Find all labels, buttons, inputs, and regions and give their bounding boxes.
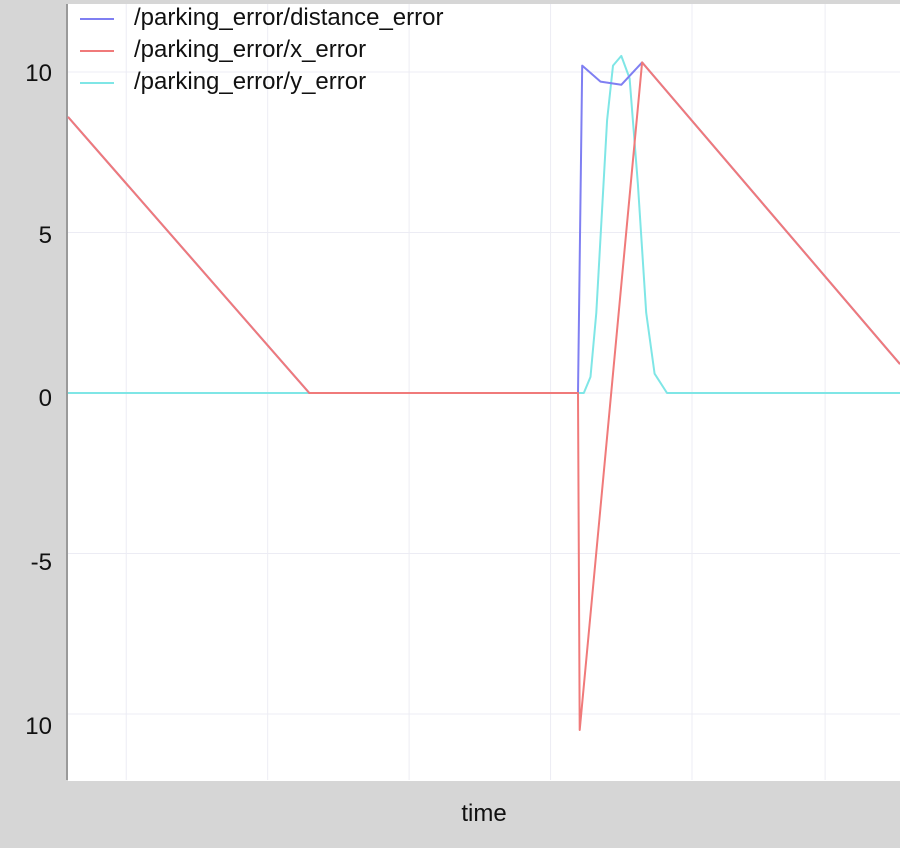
legend-item-distance-error: /parking_error/distance_error: [80, 3, 443, 33]
y-tick-label: 0: [38, 385, 52, 412]
y-tick-label: 10: [25, 713, 52, 740]
legend-item-y-error: /parking_error/y_error: [80, 67, 366, 97]
y-tick-label: 5: [38, 222, 52, 249]
legend-swatch: [80, 49, 114, 52]
y-tick-label: 10: [25, 60, 52, 87]
legend-label: /parking_error/y_error: [134, 68, 367, 95]
legend-swatch: [80, 81, 114, 84]
x-axis-label: time: [461, 800, 507, 827]
legend-item-x-error: /parking_error/x_error: [80, 35, 366, 65]
legend-label: /parking_error/x_error: [134, 36, 367, 63]
legend-swatch: [80, 17, 114, 20]
y-axis-line: [66, 4, 68, 780]
series-line-x-error: [67, 61, 900, 731]
series-line-y-error: [68, 54, 900, 394]
y-tick-label: -5: [30, 549, 52, 576]
series-line-distance-error: [67, 61, 900, 394]
legend-label: /parking_error/distance_error: [134, 4, 444, 31]
